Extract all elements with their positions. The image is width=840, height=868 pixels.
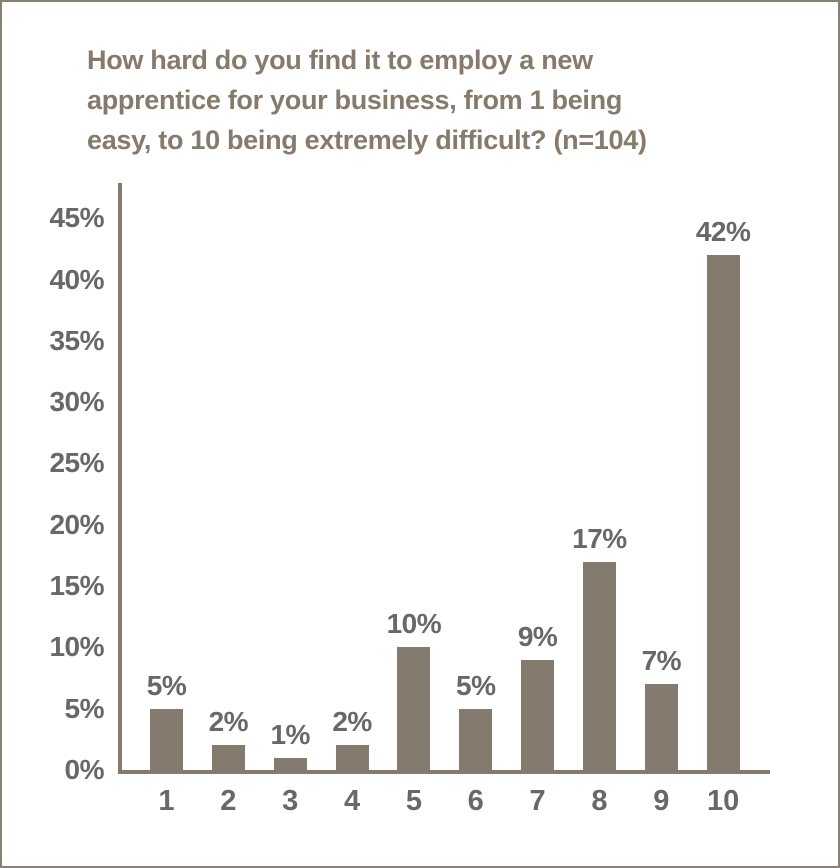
bar-7 [521,659,555,770]
bar-3 [273,757,307,770]
bar-10 [706,255,740,770]
x-axis-tick-label: 2 [220,785,237,817]
bar-6 [459,708,493,770]
chart-title-line: easy, to 10 being extremely difficult? (… [87,125,647,155]
bar-value-label: 42% [695,216,751,247]
y-axis-tick-label: 45% [49,202,104,234]
y-axis-tick-label: 10% [49,631,104,663]
bar-value-label: 9% [517,620,558,652]
chart-title-line: apprentice for your business, from 1 bei… [87,85,623,115]
x-axis-tick-label: 6 [467,785,484,817]
x-axis-tick-label: 10 [707,785,740,817]
bar-value-label: 2% [208,706,249,738]
y-axis-tick-label: 40% [49,263,104,295]
x-axis-tick-label: 7 [529,785,546,817]
bar-5 [397,647,431,770]
x-axis-tick-label: 9 [653,785,670,817]
bar-value-label: 10% [386,608,442,640]
x-axis-tick-label: 5 [405,785,422,817]
y-axis-tick-label: 5% [64,692,105,724]
y-axis-tick-label: 25% [49,447,104,479]
x-axis-tick-label: 1 [158,785,175,817]
bar-value-label: 5% [456,669,496,701]
x-axis-tick-label: 8 [591,785,608,817]
y-axis-tick-label: 20% [49,508,104,540]
y-axis-tick-label: 35% [49,324,104,356]
y-axis-line [118,183,122,774]
bar-value-label: 1% [270,718,310,750]
bar-value-label: 17% [572,522,627,554]
chart-title: How hard do you find it to employ a new a… [87,40,647,160]
bar-value-label: 5% [146,669,187,701]
bar-value-label: 7% [641,645,682,677]
bar-8 [582,561,616,770]
chart-title-line: How hard do you find it to employ a new [87,45,593,75]
x-axis-tick-label: 4 [343,785,361,817]
bar-2 [211,745,245,770]
bar-value-label: 2% [332,706,372,738]
bar-9 [644,684,678,770]
x-axis-tick-label: 3 [282,785,299,817]
y-axis-tick-label: 15% [49,570,104,602]
y-axis-tick-label: 30% [49,386,104,418]
bar-1 [150,708,183,770]
bar-4 [335,745,369,770]
y-axis-tick-label: 0% [64,754,105,785]
x-axis-line [118,770,770,774]
